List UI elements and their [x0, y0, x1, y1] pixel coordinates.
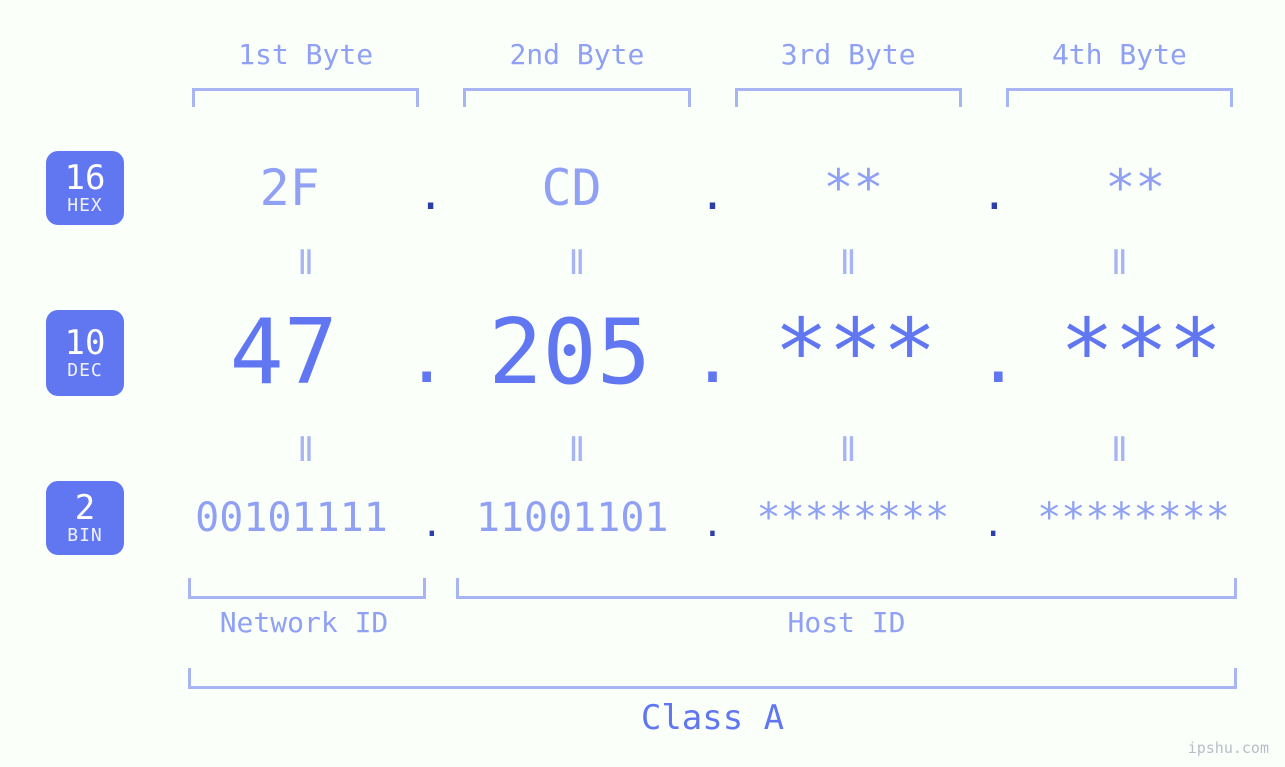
byte-header-2: 2nd Byte	[441, 38, 712, 107]
bracket-host-id	[456, 578, 1237, 599]
dot-icon: .	[973, 169, 1016, 220]
equals-icon: ǁ	[441, 243, 712, 283]
equals-row-dec-bin: ǁ ǁ ǁ ǁ	[170, 430, 1255, 470]
network-host-brackets: Network ID Host ID	[170, 578, 1255, 638]
badge-dec-num: 10	[46, 326, 124, 360]
bin-byte-1: 00101111	[170, 495, 413, 541]
row-bin: 00101111 . 11001101 . ******** . *******…	[170, 480, 1255, 556]
bin-byte-2: 11001101	[451, 495, 694, 541]
bracket-network-id	[188, 578, 426, 599]
equals-row-hex-dec: ǁ ǁ ǁ ǁ	[170, 243, 1255, 283]
byte-header-4-text: 4th Byte	[1052, 38, 1187, 71]
badge-bin: 2 BIN	[46, 481, 124, 555]
equals-icon: ǁ	[984, 430, 1255, 470]
hex-byte-3: **	[734, 159, 973, 217]
equals-icon: ǁ	[170, 243, 441, 283]
badge-dec-label: DEC	[46, 362, 124, 380]
byte-header-2-text: 2nd Byte	[509, 38, 644, 71]
bracket-top-1	[192, 88, 419, 107]
row-dec: 47 . 205 . *** . ***	[170, 302, 1255, 402]
byte-header-4: 4th Byte	[984, 38, 1255, 107]
bracket-top-3	[735, 88, 962, 107]
bracket-class	[188, 668, 1237, 689]
badge-bin-num: 2	[46, 491, 124, 525]
equals-icon: ǁ	[441, 430, 712, 470]
badge-bin-label: BIN	[46, 527, 124, 545]
byte-headers: 1st Byte 2nd Byte 3rd Byte 4th Byte	[170, 38, 1255, 107]
dec-byte-3: ***	[742, 300, 970, 405]
hex-byte-4: **	[1016, 159, 1255, 217]
class-bracket-group: Class A	[170, 668, 1255, 742]
dec-byte-2: 205	[456, 300, 684, 405]
bin-byte-3: ********	[731, 495, 974, 541]
hex-byte-1: 2F	[170, 159, 409, 217]
dot-icon: .	[413, 504, 451, 545]
byte-header-3: 3rd Byte	[713, 38, 984, 107]
bin-byte-4: ********	[1012, 495, 1255, 541]
dot-icon: .	[691, 169, 734, 220]
byte-header-1: 1st Byte	[170, 38, 441, 107]
dot-icon: .	[683, 317, 741, 399]
badge-hex: 16 HEX	[46, 151, 124, 225]
dot-icon: .	[409, 169, 452, 220]
class-label: Class A	[170, 698, 1255, 738]
row-hex: 2F . CD . ** . **	[170, 150, 1255, 226]
dot-icon: .	[398, 317, 456, 399]
equals-icon: ǁ	[713, 430, 984, 470]
host-id-label: Host ID	[456, 606, 1237, 639]
dec-byte-1: 47	[170, 300, 398, 405]
bracket-top-4	[1006, 88, 1233, 107]
badge-dec: 10 DEC	[46, 310, 124, 396]
equals-icon: ǁ	[713, 243, 984, 283]
dec-byte-4: ***	[1027, 300, 1255, 405]
watermark: ipshu.com	[1188, 739, 1269, 757]
badge-hex-num: 16	[46, 161, 124, 195]
dot-icon: .	[974, 504, 1012, 545]
badge-hex-label: HEX	[46, 197, 124, 215]
byte-header-1-text: 1st Byte	[238, 38, 373, 71]
equals-icon: ǁ	[984, 243, 1255, 283]
hex-byte-2: CD	[452, 159, 691, 217]
equals-icon: ǁ	[170, 430, 441, 470]
bracket-top-2	[463, 88, 690, 107]
dot-icon: .	[694, 504, 732, 545]
byte-header-3-text: 3rd Byte	[781, 38, 916, 71]
network-id-label: Network ID	[188, 606, 420, 639]
dot-icon: .	[969, 317, 1027, 399]
